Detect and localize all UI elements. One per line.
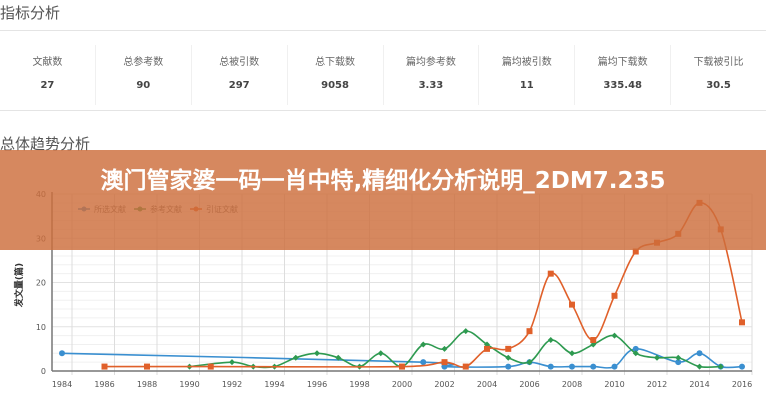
- stat-label: 篇均参考数: [405, 57, 456, 68]
- section-title: 总体趋势分析: [0, 135, 91, 153]
- x-tick-label: 2012: [647, 380, 667, 389]
- y-tick-label: 20: [36, 279, 46, 288]
- data-point: [526, 359, 533, 366]
- data-point: [207, 363, 214, 370]
- x-tick-label: 2006: [519, 380, 539, 389]
- x-tick-label: 2010: [604, 380, 624, 389]
- data-point: [590, 363, 597, 370]
- stat-value: 297: [228, 80, 250, 91]
- data-point: [292, 354, 299, 361]
- data-point: [420, 341, 427, 348]
- data-point: [632, 350, 639, 357]
- stat-item: 篇均下载数 335.48: [575, 45, 672, 105]
- data-point: [654, 354, 660, 361]
- data-point: [462, 328, 469, 335]
- stat-label: 文献数: [32, 57, 63, 68]
- data-point: [632, 345, 639, 352]
- stat-value: 90: [136, 80, 151, 91]
- data-point: [377, 350, 384, 357]
- data-point: [314, 350, 320, 357]
- x-tick-label: 2002: [434, 380, 454, 389]
- stat-value: 30.5: [706, 80, 731, 91]
- stat-value: 3.33: [418, 80, 444, 91]
- stat-label: 总被引数: [219, 57, 260, 68]
- stat-label: 篇均被引数: [501, 57, 552, 68]
- x-tick-label: 2008: [562, 380, 582, 389]
- data-point: [739, 363, 745, 370]
- x-tick-label: 1988: [137, 380, 157, 389]
- x-tick-label: 1992: [222, 380, 242, 389]
- x-tick-label: 1996: [307, 380, 327, 389]
- stat-label: 总下载数: [315, 57, 356, 68]
- x-tick-label: 2016: [732, 380, 752, 389]
- data-point: [569, 363, 575, 370]
- y-tick-label: 0: [41, 367, 46, 376]
- stat-label: 总参考数: [123, 57, 164, 68]
- x-tick-label: 2000: [392, 380, 412, 389]
- data-point: [505, 363, 512, 370]
- stat-value: 27: [40, 80, 55, 91]
- x-tick-label: 1986: [94, 380, 114, 389]
- data-point: [505, 345, 512, 352]
- data-point: [717, 363, 724, 370]
- data-point: [547, 270, 554, 277]
- data-point: [441, 359, 448, 366]
- x-tick-label: 1994: [264, 380, 284, 389]
- x-tick-label: 2014: [689, 380, 709, 389]
- data-point: [335, 354, 342, 361]
- data-point: [632, 248, 639, 255]
- data-point: [590, 337, 597, 344]
- data-point: [526, 328, 533, 335]
- data-point: [101, 363, 108, 370]
- stat-item: 总被引数 297: [192, 45, 288, 105]
- divider: [0, 110, 766, 111]
- data-point: [229, 359, 235, 366]
- data-point: [675, 359, 682, 366]
- data-point: [696, 350, 703, 357]
- data-point: [59, 350, 65, 357]
- overlay-banner: 澳门管家婆一码一肖中特,精细化分析说明_2DM7.235: [0, 150, 766, 250]
- data-point: [569, 350, 575, 357]
- data-point: [611, 363, 618, 370]
- stat-item: 篇均参考数 3.33: [384, 45, 480, 105]
- stat-item: 下载被引比 30.5: [671, 45, 766, 105]
- stat-item: 篇均被引数 11: [479, 45, 576, 105]
- data-point: [420, 359, 427, 366]
- data-point: [611, 332, 618, 339]
- data-point: [441, 345, 448, 352]
- x-tick-label: 1998: [349, 380, 369, 389]
- y-tick-label: 10: [36, 323, 46, 332]
- data-point: [547, 337, 554, 344]
- banner-text: 澳门管家婆一码一肖中特,精细化分析说明_2DM7.235: [100, 168, 666, 194]
- stat-item: 总下载数 9058: [288, 45, 384, 105]
- stat-item: 文献数 27: [0, 45, 96, 105]
- data-point: [144, 363, 150, 370]
- data-point: [399, 363, 405, 370]
- data-point: [739, 319, 745, 326]
- stat-label: 下载被引比: [693, 57, 744, 68]
- data-point: [462, 363, 469, 370]
- page-title: 指标分析: [0, 4, 61, 22]
- data-point: [505, 354, 512, 361]
- y-axis-label: 发文量(篇): [13, 263, 25, 308]
- data-point: [484, 345, 490, 352]
- stat-value: 335.48: [603, 80, 642, 91]
- stat-label: 篇均下载数: [597, 57, 648, 68]
- x-tick-label: 2004: [477, 380, 497, 389]
- data-point: [696, 363, 703, 370]
- stat-value: 9058: [321, 80, 349, 91]
- divider: [0, 30, 766, 31]
- stat-value: 11: [519, 80, 534, 91]
- data-point: [569, 301, 575, 308]
- data-point: [675, 354, 682, 361]
- data-point: [547, 363, 554, 370]
- x-tick-label: 1990: [179, 380, 199, 389]
- stats-row: 文献数 27 总参考数 90 总被引数 297 总下载数 9058 篇均参考数 3.33 篇均被引数…: [0, 45, 766, 105]
- data-point: [611, 292, 618, 299]
- x-tick-label: 1984: [52, 380, 72, 389]
- stat-item: 总参考数 90: [96, 45, 192, 105]
